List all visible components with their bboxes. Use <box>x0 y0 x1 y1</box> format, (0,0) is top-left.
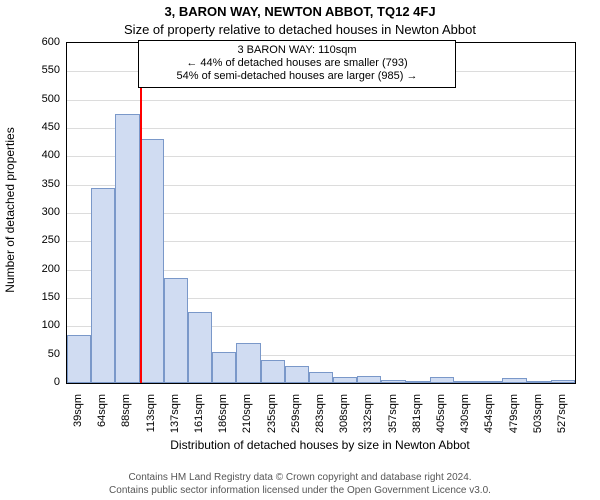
histogram-bar <box>285 366 309 383</box>
x-tick-label: 137sqm <box>169 394 181 444</box>
x-tick-label: 332sqm <box>362 394 374 444</box>
chart-container: 3, BARON WAY, NEWTON ABBOT, TQ12 4FJ Siz… <box>0 0 600 500</box>
gridline <box>67 128 575 129</box>
histogram-bar <box>261 360 285 383</box>
x-tick-label: 235sqm <box>266 394 278 444</box>
x-tick-label: 527sqm <box>556 394 568 444</box>
y-tick-label: 600 <box>26 36 60 48</box>
histogram-bar <box>478 381 502 383</box>
y-tick-label: 150 <box>26 291 60 303</box>
x-tick-label: 430sqm <box>459 394 471 444</box>
x-tick-label: 503sqm <box>532 394 544 444</box>
y-tick-label: 100 <box>26 319 60 331</box>
histogram-bar <box>502 378 526 383</box>
y-tick-label: 450 <box>26 121 60 133</box>
footer-line: Contains public sector information licen… <box>0 485 600 498</box>
annotation-line: 3 BARON WAY: 110sqm <box>145 44 449 57</box>
histogram-bar <box>357 376 381 383</box>
title-subtitle: Size of property relative to detached ho… <box>0 22 600 37</box>
histogram-bar <box>212 352 236 383</box>
x-tick-label: 210sqm <box>241 394 253 444</box>
x-tick-label: 454sqm <box>483 394 495 444</box>
y-tick-label: 300 <box>26 206 60 218</box>
y-tick-label: 350 <box>26 178 60 190</box>
x-tick-label: 113sqm <box>145 394 157 444</box>
histogram-bar <box>115 114 139 383</box>
y-tick-label: 400 <box>26 149 60 161</box>
x-tick-label: 283sqm <box>314 394 326 444</box>
histogram-bar <box>333 377 357 383</box>
histogram-bar <box>309 372 333 383</box>
annotation-line: 54% of semi-detached houses are larger (… <box>145 70 449 83</box>
histogram-bar <box>91 188 115 384</box>
x-tick-label: 381sqm <box>411 394 423 444</box>
y-tick-label: 0 <box>26 376 60 388</box>
title-address: 3, BARON WAY, NEWTON ABBOT, TQ12 4FJ <box>0 4 600 19</box>
histogram-bar <box>551 380 575 383</box>
y-tick-label: 200 <box>26 263 60 275</box>
x-tick-label: 405sqm <box>435 394 447 444</box>
y-tick-label: 550 <box>26 64 60 76</box>
histogram-bar <box>67 335 91 383</box>
x-tick-label: 161sqm <box>193 394 205 444</box>
histogram-bar <box>164 278 188 383</box>
histogram-bar <box>406 381 430 383</box>
x-tick-label: 357sqm <box>387 394 399 444</box>
x-tick-label: 39sqm <box>72 394 84 444</box>
x-tick-label: 64sqm <box>96 394 108 444</box>
footer-line: Contains HM Land Registry data © Crown c… <box>0 472 600 485</box>
x-tick-label: 259sqm <box>290 394 302 444</box>
histogram-bar <box>140 139 164 383</box>
histogram-bar <box>188 312 212 383</box>
x-tick-label: 186sqm <box>217 394 229 444</box>
gridline <box>67 100 575 101</box>
x-tick-label: 88sqm <box>120 394 132 444</box>
annotation-box: 3 BARON WAY: 110sqm← 44% of detached hou… <box>138 40 456 88</box>
y-tick-label: 50 <box>26 348 60 360</box>
histogram-bar <box>381 380 405 383</box>
reference-line <box>140 43 142 383</box>
x-tick-label: 479sqm <box>508 394 520 444</box>
plot-area <box>66 42 576 384</box>
x-tick-label: 308sqm <box>338 394 350 444</box>
footer-attribution: Contains HM Land Registry data © Crown c… <box>0 472 600 497</box>
histogram-bar <box>236 343 260 383</box>
y-tick-label: 250 <box>26 234 60 246</box>
histogram-bar <box>454 381 478 383</box>
y-tick-label: 500 <box>26 93 60 105</box>
y-axis-label: Number of detached properties <box>3 110 17 310</box>
annotation-line: ← 44% of detached houses are smaller (79… <box>145 57 449 70</box>
histogram-bar <box>430 377 454 383</box>
histogram-bar <box>527 381 551 383</box>
